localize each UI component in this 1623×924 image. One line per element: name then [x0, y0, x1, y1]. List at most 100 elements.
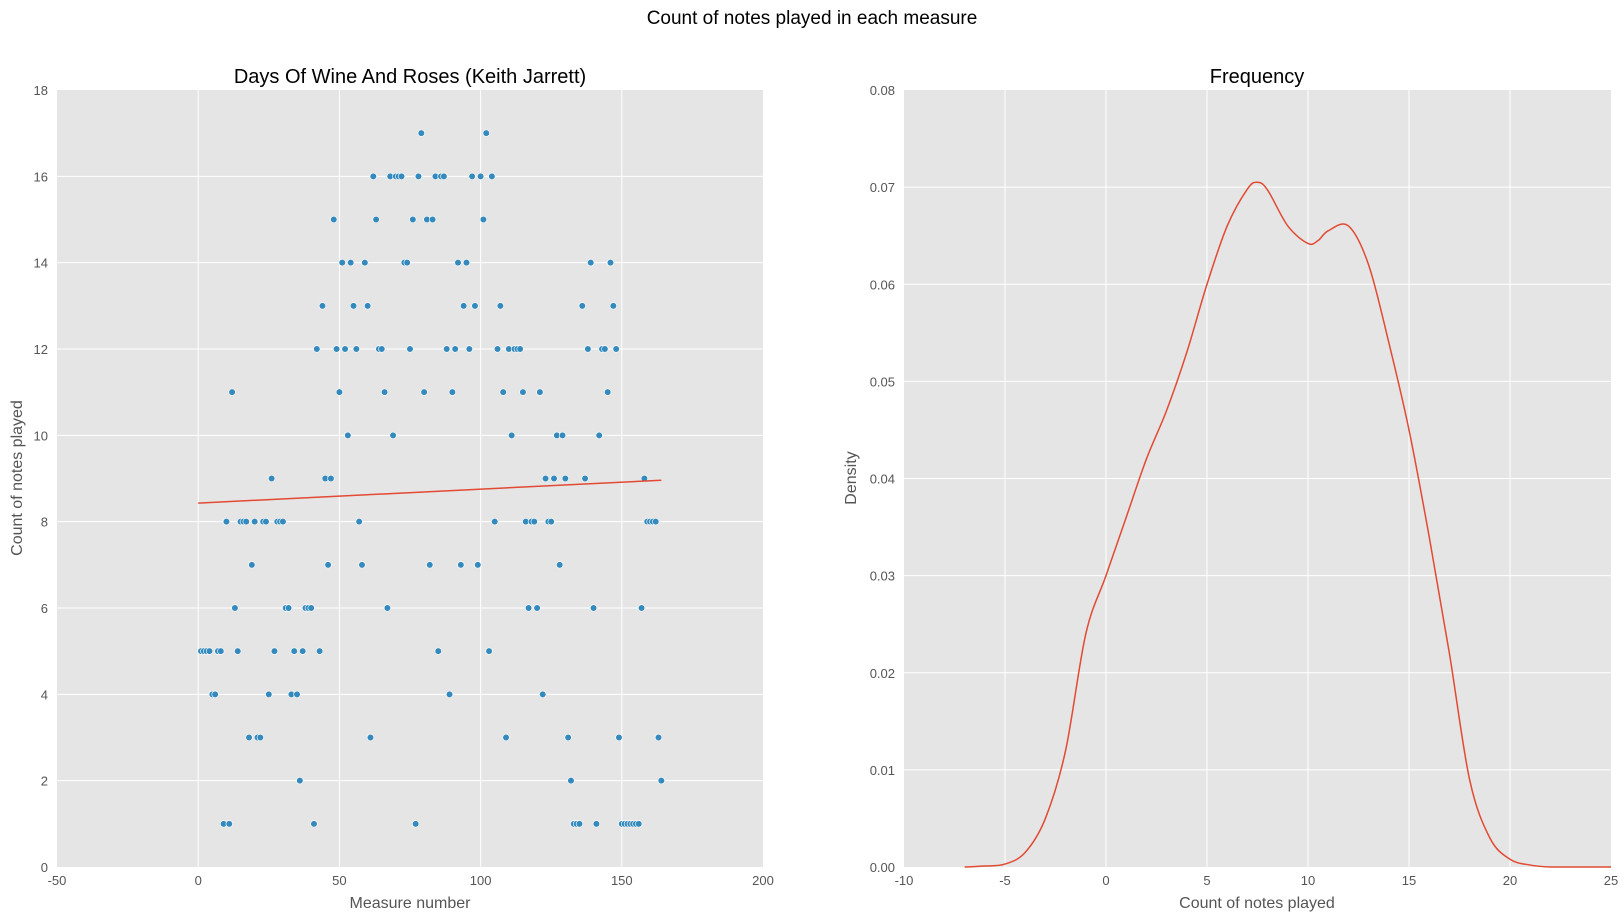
scatter-point [222, 518, 231, 526]
density-y-tick-label: 0.03 [870, 569, 895, 584]
scatter-point [462, 259, 471, 267]
scatter-point [635, 820, 643, 828]
density-x-tick-label: 25 [1604, 873, 1618, 888]
scatter-point [589, 604, 598, 612]
scatter-point [567, 777, 575, 785]
scatter-point [556, 561, 564, 569]
scatter-point [457, 561, 465, 569]
scatter-x-tick-labels: -50 0 50 100 150 200 [48, 873, 774, 888]
scatter-x-tick-label: 150 [611, 873, 633, 888]
density-x-tick-label: -5 [999, 873, 1011, 888]
scatter-point [465, 345, 473, 353]
scatter-point [358, 561, 366, 569]
density-x-axis-label: Count of notes played [1179, 895, 1335, 912]
scatter-x-axis-label: Measure number [350, 895, 472, 912]
scatter-point [313, 345, 321, 353]
scatter-point [228, 388, 236, 396]
scatter-point [361, 259, 369, 267]
scatter-point [558, 431, 567, 439]
scatter-point [440, 172, 448, 180]
density-y-tick-label: 0.06 [870, 277, 895, 292]
scatter-point [256, 733, 264, 742]
scatter-point [205, 647, 214, 655]
density-x-tick-label: 10 [1301, 873, 1315, 888]
density-x-tick-label: 0 [1102, 873, 1109, 888]
scatter-point [575, 820, 584, 828]
scatter-point [592, 820, 600, 828]
scatter-point [389, 431, 397, 439]
scatter-point [284, 604, 293, 612]
scatter-point [330, 215, 338, 224]
scatter-point [364, 302, 372, 310]
scatter-point [550, 474, 558, 483]
density-y-tick-label: 0.01 [870, 763, 895, 778]
scatter-points [197, 129, 665, 828]
scatter-point [338, 259, 346, 267]
scatter-y-tick-label: 14 [34, 256, 48, 271]
scatter-point [615, 733, 623, 742]
scatter-point [471, 302, 479, 310]
scatter-y-tick-label: 18 [34, 83, 48, 98]
scatter-point [451, 345, 459, 353]
scatter-y-tick-label: 8 [41, 515, 48, 530]
scatter-point [536, 388, 544, 396]
scatter-y-tick-label: 2 [41, 774, 48, 789]
density-x-tick-labels: -10 -5 0 5 10 15 20 25 [895, 873, 1619, 888]
scatter-point [248, 561, 256, 569]
scatter-point [657, 777, 665, 785]
scatter-point [584, 345, 592, 353]
scatter-point [279, 518, 287, 526]
scatter-point [541, 474, 550, 483]
scatter-point [426, 561, 434, 569]
density-y-tick-label: 0.08 [870, 83, 895, 98]
scatter-point [474, 561, 482, 569]
scatter-point [561, 474, 569, 483]
density-y-tick-label: 0.05 [870, 374, 895, 389]
density-gridlines [904, 90, 1611, 867]
scatter-point [606, 259, 615, 267]
scatter-x-tick-label: 50 [332, 873, 346, 888]
scatter-point [344, 431, 352, 439]
scatter-point [380, 388, 389, 396]
scatter-point [406, 345, 414, 353]
density-curve [964, 181, 1611, 868]
scatter-point [530, 518, 538, 526]
density-y-tick-labels: 0.00 0.01 0.02 0.03 0.04 0.05 0.06 0.07 0.08 [870, 83, 895, 875]
density-y-tick-label: 0.02 [870, 666, 895, 681]
scatter-y-tick-label: 4 [41, 687, 48, 702]
scatter-point [564, 733, 572, 742]
scatter-point [445, 690, 454, 698]
regression-line [198, 479, 662, 504]
scatter-y-tick-label: 6 [41, 601, 48, 616]
scatter-point [366, 733, 375, 742]
scatter-point [488, 172, 496, 180]
scatter-point [378, 345, 386, 353]
scatter-point [369, 172, 377, 180]
scatter-point [516, 345, 524, 353]
scatter-point [417, 129, 425, 137]
scatter-point [482, 129, 490, 137]
scatter-point [533, 604, 541, 612]
scatter-title: Days Of Wine And Roses (Keith Jarrett) [234, 66, 586, 88]
scatter-point [412, 820, 420, 828]
scatter-point [355, 518, 363, 526]
scatter-point [525, 604, 533, 612]
scatter-point [460, 302, 468, 310]
density-x-tick-label: 5 [1203, 873, 1210, 888]
density-x-tick-label: -10 [895, 873, 914, 888]
scatter-point [587, 259, 595, 267]
scatter-point [409, 215, 417, 224]
scatter-point [496, 302, 504, 310]
scatter-point [270, 647, 279, 655]
scatter-point [327, 474, 335, 483]
scatter-point [508, 431, 516, 439]
scatter-point [637, 604, 646, 612]
scatter-x-tick-label: -50 [48, 873, 67, 888]
scatter-y-tick-label: 10 [34, 428, 48, 443]
scatter-point [352, 345, 360, 353]
scatter-point [347, 259, 355, 267]
scatter-point [652, 518, 660, 526]
scatter-point [403, 259, 411, 267]
